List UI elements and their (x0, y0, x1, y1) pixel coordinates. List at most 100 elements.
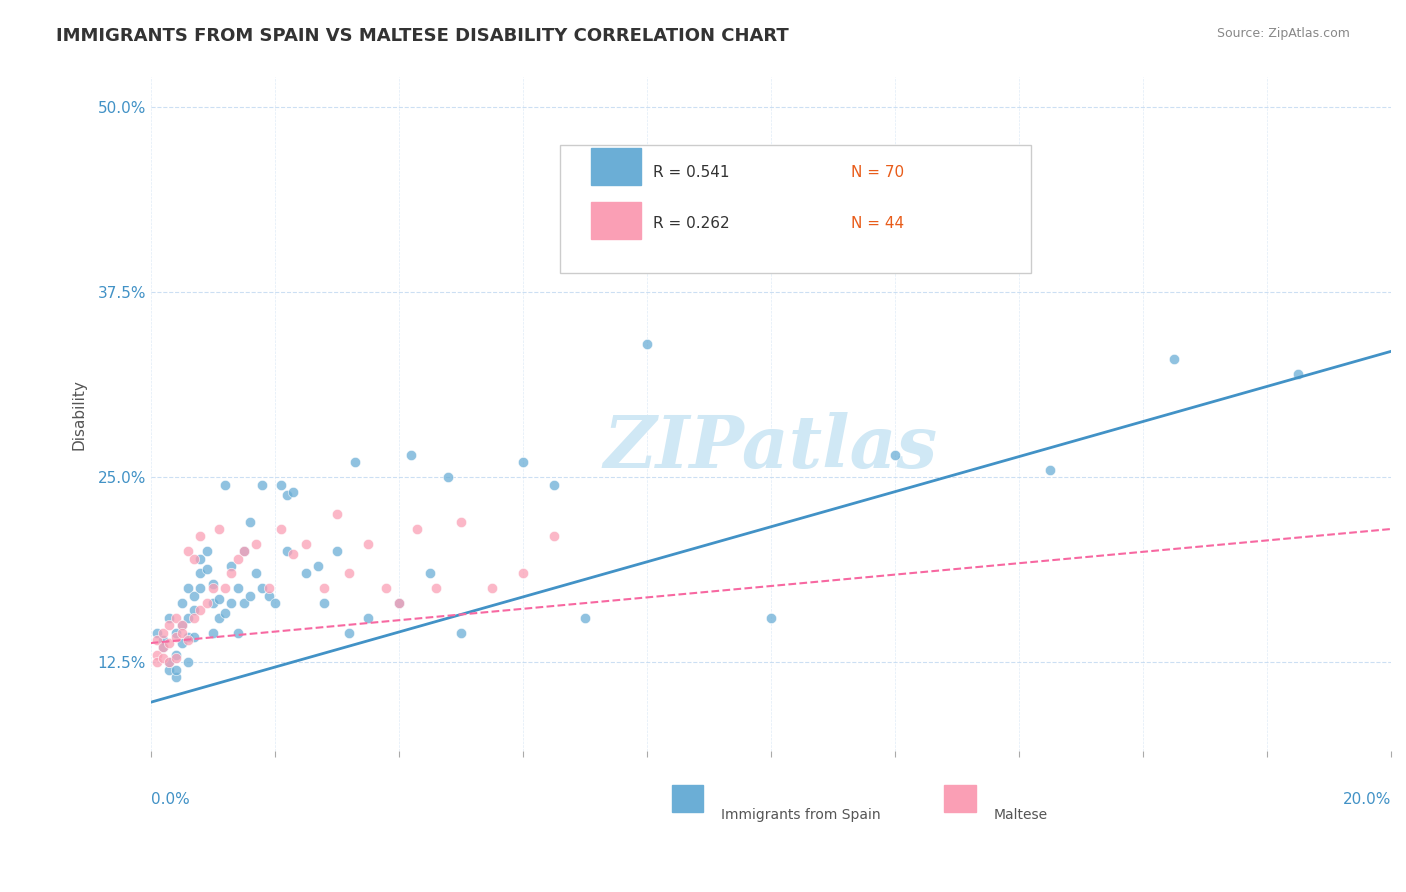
Point (294, 566, 316, 581)
Point (208, 522, 231, 536)
Point (146, 655, 169, 669)
Point (165, 625, 187, 640)
Bar (591, 202, 641, 239)
Text: N = 44: N = 44 (852, 216, 904, 230)
Y-axis label: Disability: Disability (72, 379, 86, 450)
Point (450, 625, 472, 640)
Point (283, 547, 305, 561)
Point (252, 477, 274, 491)
Point (314, 581, 336, 595)
Point (201, 576, 224, 591)
Point (195, 544, 218, 558)
Point (221, 566, 243, 581)
Point (188, 581, 211, 595)
Point (214, 607, 236, 621)
Point (406, 522, 429, 536)
Point (257, 589, 280, 603)
Point (177, 630, 200, 644)
Point (146, 633, 169, 648)
Point (399, 448, 422, 462)
Point (146, 648, 169, 662)
Point (221, 596, 243, 610)
Bar (945, 785, 976, 812)
Point (201, 596, 224, 610)
Point (188, 551, 211, 566)
Text: Maltese: Maltese (994, 808, 1049, 822)
Point (165, 648, 187, 662)
Point (146, 625, 169, 640)
Point (188, 603, 211, 617)
Point (195, 596, 218, 610)
Point (170, 596, 193, 610)
Point (276, 544, 298, 558)
Point (214, 581, 236, 595)
Point (543, 477, 565, 491)
Point (574, 611, 596, 625)
Point (226, 551, 249, 566)
Point (314, 596, 336, 610)
Point (152, 633, 174, 648)
Point (276, 488, 298, 502)
Point (1286, 367, 1309, 381)
Point (512, 566, 534, 581)
Bar (672, 785, 703, 812)
Point (512, 455, 534, 469)
Point (170, 625, 193, 640)
Point (170, 618, 193, 632)
Point (157, 655, 180, 669)
Point (636, 337, 658, 351)
Point (208, 611, 231, 625)
Point (388, 596, 411, 610)
Point (177, 633, 200, 648)
Point (437, 470, 460, 484)
Point (152, 625, 174, 640)
Point (165, 650, 187, 665)
Point (152, 640, 174, 655)
Point (270, 477, 292, 491)
Point (1039, 463, 1062, 477)
Point (165, 663, 187, 677)
Point (270, 522, 292, 536)
Text: R = 0.541: R = 0.541 (652, 165, 730, 180)
Point (450, 515, 472, 529)
Point (337, 566, 360, 581)
Text: N = 70: N = 70 (852, 165, 904, 180)
Point (188, 566, 211, 581)
Point (263, 596, 285, 610)
Point (188, 529, 211, 543)
Point (165, 670, 187, 684)
Point (1163, 351, 1185, 366)
Point (337, 625, 360, 640)
Point (257, 581, 280, 595)
Point (183, 551, 205, 566)
Text: Source: ZipAtlas.com: Source: ZipAtlas.com (1216, 27, 1350, 40)
Point (165, 630, 187, 644)
Point (883, 448, 905, 462)
Point (208, 591, 231, 606)
Text: 20.0%: 20.0% (1343, 791, 1391, 806)
Text: Immigrants from Spain: Immigrants from Spain (721, 808, 882, 822)
Point (183, 589, 205, 603)
Point (425, 581, 447, 595)
Point (232, 544, 254, 558)
Point (245, 566, 267, 581)
Point (170, 618, 193, 632)
Bar (591, 148, 641, 186)
Point (157, 636, 180, 650)
Point (388, 596, 411, 610)
Text: R = 0.262: R = 0.262 (652, 216, 730, 230)
Point (307, 559, 329, 574)
Point (357, 611, 380, 625)
Point (357, 537, 380, 551)
Point (195, 562, 218, 576)
Point (221, 559, 243, 574)
Point (252, 581, 274, 595)
Point (481, 581, 503, 595)
Point (232, 596, 254, 610)
Point (152, 650, 174, 665)
Point (294, 537, 316, 551)
Point (157, 618, 180, 632)
Point (157, 611, 180, 625)
Point (201, 625, 224, 640)
Point (165, 611, 187, 625)
